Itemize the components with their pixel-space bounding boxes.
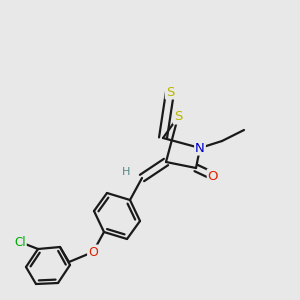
Text: S: S: [174, 110, 182, 124]
Text: H: H: [122, 167, 130, 177]
Text: O: O: [208, 169, 218, 182]
Text: Cl: Cl: [14, 236, 26, 248]
Text: S: S: [166, 85, 174, 98]
Text: O: O: [88, 245, 98, 259]
Text: N: N: [195, 142, 205, 154]
